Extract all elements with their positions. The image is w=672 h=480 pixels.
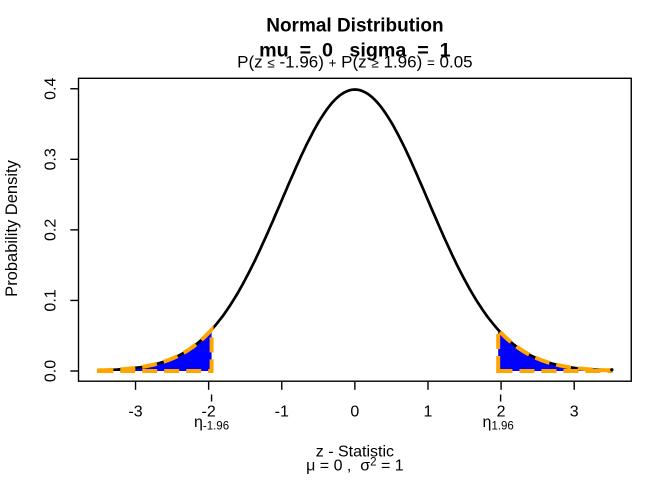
svg-text:1: 1 bbox=[424, 404, 433, 421]
svg-text:0.3: 0.3 bbox=[42, 148, 59, 170]
svg-text:0.1: 0.1 bbox=[42, 289, 59, 311]
svg-text:P(z ≤ -1.96) + P(z ≥ 1.96) = 0: P(z ≤ -1.96) + P(z ≥ 1.96) = 0.05 bbox=[237, 52, 472, 71]
svg-text:mu = 0 sigma = 1: mu = 0 sigma = 1 bbox=[259, 39, 451, 61]
svg-text:z - Statistic: z - Statistic bbox=[316, 444, 394, 461]
svg-text:3: 3 bbox=[570, 404, 579, 421]
svg-text:2: 2 bbox=[497, 404, 506, 421]
svg-text:-3: -3 bbox=[128, 404, 142, 421]
svg-text:0.4: 0.4 bbox=[42, 78, 59, 100]
svg-text:0: 0 bbox=[350, 404, 359, 421]
svg-text:-1: -1 bbox=[275, 404, 289, 421]
svg-text:μ = 0 , σ2 = 1: μ = 0 , σ2 = 1 bbox=[306, 456, 404, 474]
svg-text:0.0: 0.0 bbox=[42, 360, 59, 382]
svg-text:Normal Distribution: Normal Distribution bbox=[266, 15, 443, 36]
svg-text:0.2: 0.2 bbox=[42, 219, 59, 241]
svg-text:-2: -2 bbox=[202, 404, 216, 421]
svg-text:Probability Density: Probability Density bbox=[3, 159, 21, 296]
